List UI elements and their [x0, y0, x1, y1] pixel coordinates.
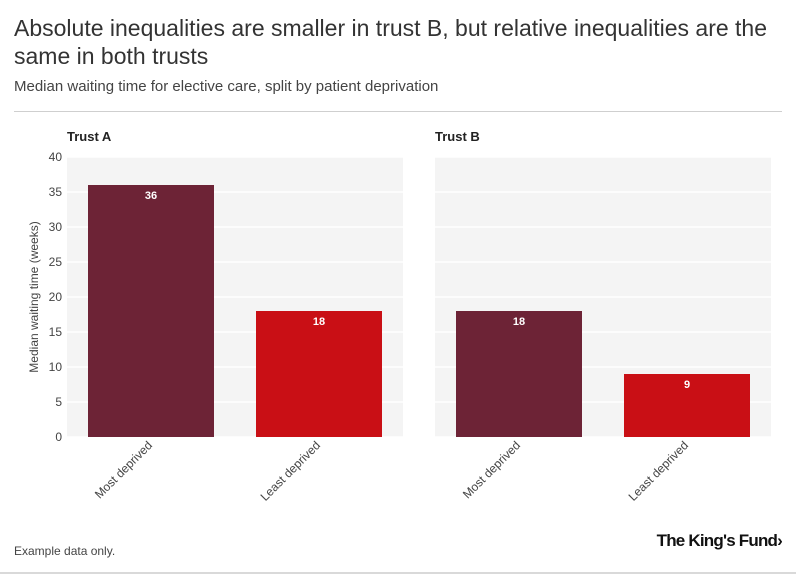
x-tick-label: Least deprived: [626, 438, 692, 504]
y-axis-title: Median waiting time (weeks): [27, 221, 41, 372]
bar: [456, 311, 582, 437]
bottom-divider: [0, 572, 796, 574]
x-tick-label: Most deprived: [92, 438, 155, 501]
x-tick-label: Least deprived: [258, 438, 324, 504]
y-tick-label: 0: [55, 430, 62, 444]
x-tick-label: Most deprived: [460, 438, 523, 501]
y-tick-label: 30: [49, 220, 63, 234]
bar: [256, 311, 382, 437]
data-label: 36: [145, 190, 157, 202]
y-tick-label: 40: [49, 150, 63, 164]
data-label: 9: [684, 379, 690, 391]
chart-subtitle: Median waiting time for elective care, s…: [14, 78, 439, 95]
y-tick-label: 25: [49, 255, 63, 269]
y-tick-label: 35: [49, 185, 63, 199]
title-divider: [14, 111, 782, 112]
panel-title-trust-b: Trust B: [435, 129, 480, 144]
kings-fund-logo: The King's Fund›: [656, 531, 783, 550]
footnote: Example data only.: [14, 544, 116, 558]
bar: [624, 374, 750, 437]
data-label: 18: [513, 316, 525, 328]
data-label: 18: [313, 316, 325, 328]
y-tick-label: 5: [55, 395, 62, 409]
panel-title-trust-a: Trust A: [67, 129, 112, 144]
y-tick-label: 20: [49, 290, 63, 304]
y-tick-label: 10: [49, 360, 63, 374]
chart-title: Absolute inequalities are smaller in tru…: [14, 15, 768, 69]
y-tick-label: 15: [49, 325, 63, 339]
bar: [88, 185, 214, 437]
chevron-right-icon: ›: [777, 531, 783, 550]
